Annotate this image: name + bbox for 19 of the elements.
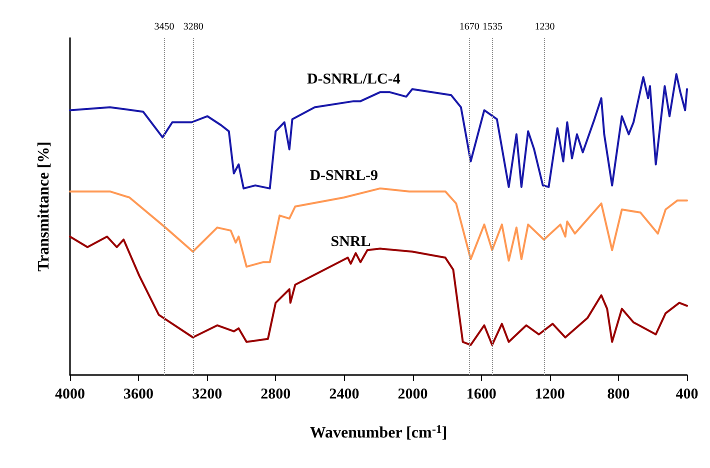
- x-tick-label: 800: [607, 386, 630, 402]
- series-label: SNRL: [330, 234, 371, 250]
- ref-line-label: 1230: [534, 22, 555, 32]
- y-axis-title: Transmittance [%]: [36, 142, 52, 272]
- series-label: D-SNRL-9: [310, 168, 378, 184]
- x-tick-label: 2000: [398, 386, 428, 402]
- ref-line-label: 3280: [183, 22, 204, 32]
- ref-line-label: 1670: [459, 22, 480, 32]
- x-tick-label: 3600: [124, 386, 154, 402]
- x-tick-label: 400: [676, 386, 698, 402]
- x-tick-label: 4000: [55, 386, 85, 402]
- x-tick-label: 2400: [329, 386, 360, 402]
- x-tick-label: 3200: [192, 386, 222, 402]
- x-tick-label: 2800: [260, 386, 291, 402]
- x-tick-label: 1200: [534, 386, 565, 402]
- ref-line-label: 3450: [154, 22, 174, 32]
- ref-line-label: 1535: [482, 22, 502, 32]
- series-label: D-SNRL/LC-4: [306, 72, 401, 88]
- x-tick-label: 1600: [466, 386, 496, 402]
